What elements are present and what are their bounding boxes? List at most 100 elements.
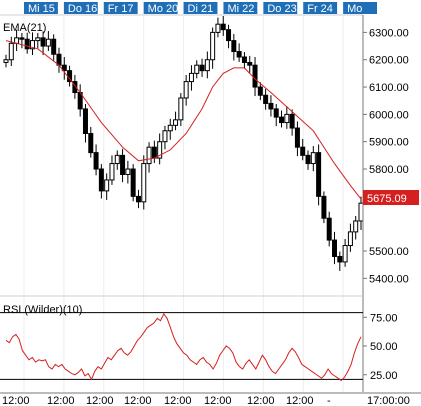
rsi-label: RSI (Wilder)(10) — [3, 304, 82, 316]
last-price-marker: 5675.09 — [363, 190, 419, 205]
candle-down — [305, 154, 311, 165]
top-axis-label-bg — [103, 2, 138, 14]
price-tick-label: 6200.00 — [369, 55, 409, 67]
rsi-line — [5, 312, 362, 382]
top-axis-label-bg — [263, 2, 298, 14]
candle-up — [35, 37, 41, 42]
candle-up — [215, 23, 221, 33]
top-axis-label: Do 23 — [267, 3, 296, 15]
candle-up — [8, 42, 14, 61]
bottom-time-label: - — [327, 395, 331, 406]
rsi-tick-label: 25.00 — [370, 370, 398, 382]
candle-down — [332, 239, 338, 257]
candle-down — [93, 152, 99, 170]
candle-down — [82, 108, 88, 135]
top-axis-label: Fr 17 — [108, 3, 134, 15]
rsi-tick-label: 75.00 — [370, 312, 398, 324]
rsi-axis: 75.00 50.00 25.00 — [363, 312, 398, 382]
top-axis-label-bg — [183, 2, 218, 14]
top-axis-label: Mo 20 — [148, 3, 179, 15]
candle-up — [109, 163, 115, 181]
candle-up — [173, 119, 179, 126]
last-price-label: 5675.09 — [367, 193, 407, 205]
candle-up — [188, 72, 194, 83]
candle-up — [183, 81, 189, 99]
candle-down — [40, 37, 46, 47]
candle-down — [220, 23, 226, 31]
candle-down — [289, 113, 295, 129]
price-panel: EMA(21) — [3, 16, 364, 392]
candle-down — [51, 38, 57, 55]
candle-up — [284, 113, 290, 124]
candle-down — [273, 108, 279, 118]
bottom-time-label: 12:00 — [164, 395, 192, 406]
price-tick-label: 5500.00 — [369, 246, 409, 258]
bottom-time-label: 12:00 — [86, 395, 114, 406]
bottom-time-label: 12:00 — [2, 395, 30, 406]
price-tick-label: 6000.00 — [369, 109, 409, 121]
candle-up — [178, 97, 184, 121]
candle-down — [263, 94, 269, 104]
candle-up — [204, 59, 210, 72]
price-tick-label: 5800.00 — [369, 164, 409, 176]
bottom-time-label: 12:00 — [247, 395, 275, 406]
candle-down — [88, 133, 94, 154]
bottom-time-label: 12:00 — [124, 395, 152, 406]
candle-up — [353, 220, 359, 233]
candle-down — [252, 64, 258, 88]
candle-down — [231, 40, 237, 53]
candle-down — [247, 61, 253, 66]
candle-up — [125, 168, 131, 175]
price-grid — [23, 16, 344, 392]
top-axis-label: Do 16 — [68, 3, 97, 15]
candle-up — [45, 38, 51, 47]
candle-up — [29, 40, 35, 50]
candle-down — [199, 64, 205, 72]
candle-up — [342, 245, 348, 263]
candle-up — [210, 31, 216, 61]
rsi-reference-lines — [0, 312, 363, 380]
candle-down — [226, 29, 232, 42]
top-axis-label: Mi 22 — [227, 3, 254, 15]
top-axis-label-bg — [24, 2, 58, 14]
candle-up — [167, 124, 173, 132]
candle-down — [268, 102, 274, 110]
candle-down — [257, 86, 263, 96]
candle-up — [162, 130, 168, 143]
candle-down — [337, 255, 343, 263]
candle-up — [157, 141, 163, 159]
bottom-time-label: 12:00 — [286, 395, 314, 406]
candle-down — [300, 146, 306, 156]
top-axis-label-bg — [343, 2, 377, 14]
candle-down — [135, 195, 141, 203]
price-tick-label: 6100.00 — [369, 82, 409, 94]
top-axis-label-bg — [63, 2, 98, 14]
candle-down — [279, 116, 285, 124]
top-axis-label: Mo — [347, 3, 362, 15]
candle-down — [98, 168, 104, 192]
candle-up — [3, 59, 9, 63]
ema-label: EMA(21) — [3, 22, 46, 34]
candle-down — [19, 37, 25, 40]
candle-up — [114, 154, 120, 165]
price-tick-label: 5400.00 — [369, 273, 409, 285]
bottom-time-label: 17:00:00 — [367, 395, 410, 406]
top-axis-label-bg — [303, 2, 338, 14]
candle-down — [151, 146, 157, 159]
candle-down — [72, 81, 78, 94]
candle-down — [326, 217, 332, 241]
candle-up — [194, 64, 200, 74]
top-axis-label-bg — [223, 2, 258, 14]
candle-down — [294, 127, 300, 148]
candle-up — [146, 146, 152, 165]
top-date-axis: Mi 15 Do 16 Fr 17 Mo 20 Di 21 Mi 22 Do 23 Fr 24… — [0, 2, 377, 16]
candle-down — [316, 152, 322, 197]
top-axis-label-bg — [143, 2, 178, 14]
candle-up — [141, 163, 147, 203]
last-price-box — [363, 190, 419, 205]
candlestick-series — [3, 16, 364, 271]
price-tick-label: 5900.00 — [369, 137, 409, 149]
candle-down — [24, 38, 30, 50]
